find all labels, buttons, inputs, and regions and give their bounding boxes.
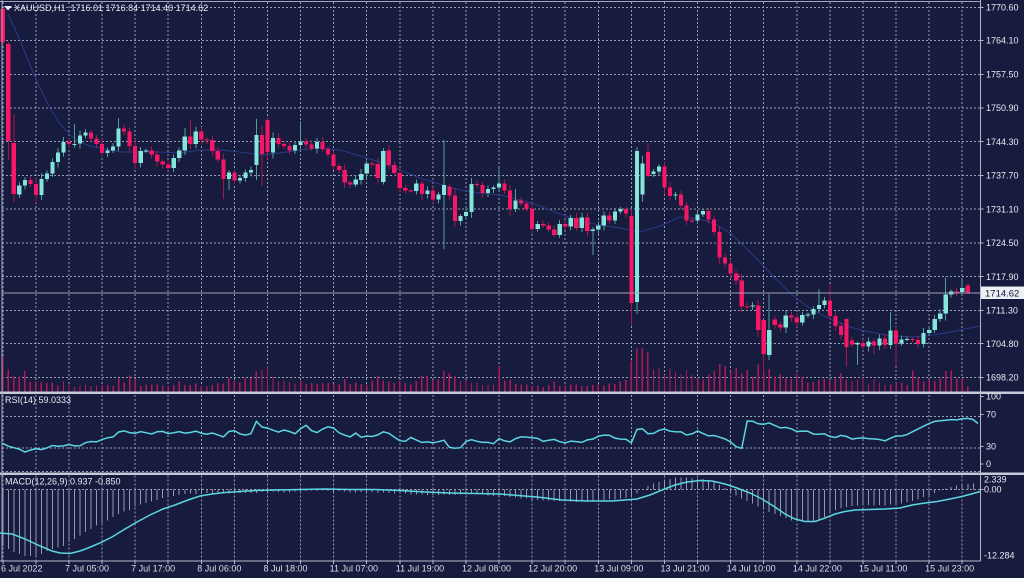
svg-text:1717.90: 1717.90 [986,272,1019,282]
svg-text:100: 100 [986,392,1001,402]
svg-text:8 Jul 18:00: 8 Jul 18:00 [263,564,307,574]
svg-text:1731.10: 1731.10 [986,204,1019,214]
svg-text:7 Jul 05:00: 7 Jul 05:00 [65,564,109,574]
svg-text:-12.284: -12.284 [984,551,1015,561]
svg-text:70: 70 [986,410,996,420]
svg-text:13 Jul 09:00: 13 Jul 09:00 [594,564,643,574]
svg-text:1737.70: 1737.70 [986,171,1019,181]
svg-text:7 Jul 17:00: 7 Jul 17:00 [131,564,175,574]
svg-text:1750.90: 1750.90 [986,103,1019,113]
svg-text:13 Jul 21:00: 13 Jul 21:00 [660,564,709,574]
svg-text:11 Jul 19:00: 11 Jul 19:00 [396,564,444,574]
svg-text:2.339: 2.339 [984,475,1007,485]
svg-text:12 Jul 20:00: 12 Jul 20:00 [528,564,577,574]
svg-text:15 Jul 11:00: 15 Jul 11:00 [859,564,907,574]
svg-text:1724.50: 1724.50 [986,238,1019,248]
svg-text:1714.62: 1714.62 [985,288,1019,299]
svg-text:1698.20: 1698.20 [986,373,1019,383]
svg-text:11 Jul 07:00: 11 Jul 07:00 [330,564,378,574]
svg-text:1704.80: 1704.80 [986,339,1019,349]
svg-text:12 Jul 08:00: 12 Jul 08:00 [462,564,511,574]
svg-text:RSI(14) 59.0333: RSI(14) 59.0333 [5,395,71,405]
svg-text:15 Jul 23:00: 15 Jul 23:00 [925,564,974,574]
svg-text:8 Jul 06:00: 8 Jul 06:00 [197,564,241,574]
svg-text:6 Jul 2022: 6 Jul 2022 [1,564,43,574]
svg-text:1757.50: 1757.50 [986,69,1019,79]
svg-text:1711.30: 1711.30 [986,306,1018,316]
svg-text:14 Jul 22:00: 14 Jul 22:00 [793,564,842,574]
svg-text:MACD(12,26,9) 0.937 -0.850: MACD(12,26,9) 0.937 -0.850 [5,477,121,487]
svg-text:XAUUSD,H1 1716.01 1716.84 171: XAUUSD,H1 1716.01 1716.84 1714.40 1714.6… [14,3,208,13]
svg-text:1764.10: 1764.10 [986,36,1019,46]
svg-text:14 Jul 10:00: 14 Jul 10:00 [727,564,776,574]
svg-text:1770.60: 1770.60 [986,3,1019,13]
svg-text:1744.30: 1744.30 [986,137,1019,147]
svg-text:30: 30 [986,442,996,452]
svg-text:0.00: 0.00 [984,485,1002,495]
svg-text:0: 0 [986,459,991,469]
